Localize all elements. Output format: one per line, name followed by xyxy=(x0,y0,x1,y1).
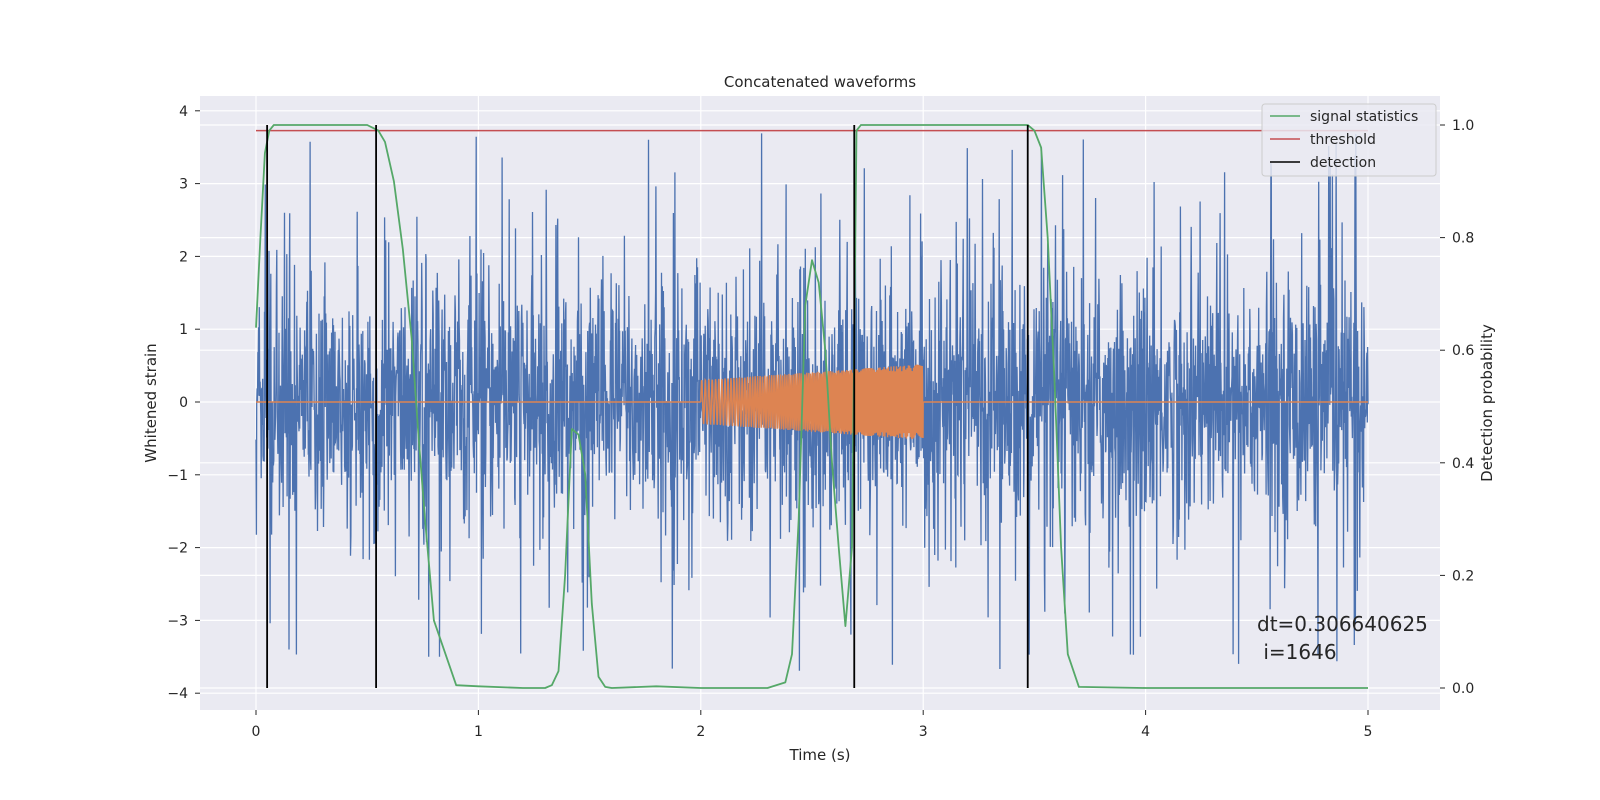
y2-tick-label: 0.8 xyxy=(1452,231,1474,247)
y2-tick-label: 0.2 xyxy=(1452,568,1474,584)
y-tick-label: 4 xyxy=(179,104,188,120)
axis-ticks: 0 1 2 3 4 5 −4 −3 −2 −1 0 1 2 3 4 0.0 0.2 0.4 0.6 0.8 1.0 xyxy=(167,104,1474,740)
x-tick-label: 2 xyxy=(696,724,705,740)
y2-tick-label: 0.4 xyxy=(1452,456,1474,472)
y-tick-label: −3 xyxy=(167,613,188,629)
y2-axis-label: Detection probability xyxy=(1478,324,1496,482)
y-tick-label: 1 xyxy=(179,322,188,338)
legend-label-signal-statistics: signal statistics xyxy=(1310,109,1418,125)
chirp-line xyxy=(700,364,924,439)
y-tick-label: −4 xyxy=(167,686,188,702)
chart-title: Concatenated waveforms xyxy=(724,73,916,91)
x-axis-label: Time (s) xyxy=(789,746,851,764)
y-axis-label: Whitened strain xyxy=(142,343,160,462)
legend-label-detection: detection xyxy=(1310,155,1376,171)
strain-series xyxy=(255,133,1369,671)
strain-line xyxy=(255,133,1369,671)
x-tick-label: 1 xyxy=(474,724,483,740)
probability-overlay xyxy=(255,124,1368,689)
y2-tick-label: 1.0 xyxy=(1452,118,1474,134)
y-tick-label: 3 xyxy=(179,177,188,193)
x-tick-label: 4 xyxy=(1141,724,1150,740)
x-tick-label: 3 xyxy=(919,724,928,740)
x-tick-label: 0 xyxy=(252,724,261,740)
y-tick-label: 2 xyxy=(179,249,188,265)
chirp-series xyxy=(256,364,1368,439)
annotation-dt: dt=0.306640625 xyxy=(1257,612,1428,636)
y2-tick-label: 0.0 xyxy=(1452,681,1474,697)
y2-tick-label: 0.6 xyxy=(1452,343,1474,359)
y-tick-label: 0 xyxy=(179,395,188,411)
legend-box xyxy=(1261,103,1437,177)
y-tick-label: −2 xyxy=(167,541,188,557)
annotation-i: i=1646 xyxy=(1257,640,1337,664)
legend-label-threshold: threshold xyxy=(1310,132,1376,148)
signal-statistics-line xyxy=(255,124,1368,689)
x-tick-label: 5 xyxy=(1364,724,1373,740)
y-tick-label: −1 xyxy=(167,468,188,484)
legend: signal statistics threshold detection xyxy=(1261,103,1437,177)
